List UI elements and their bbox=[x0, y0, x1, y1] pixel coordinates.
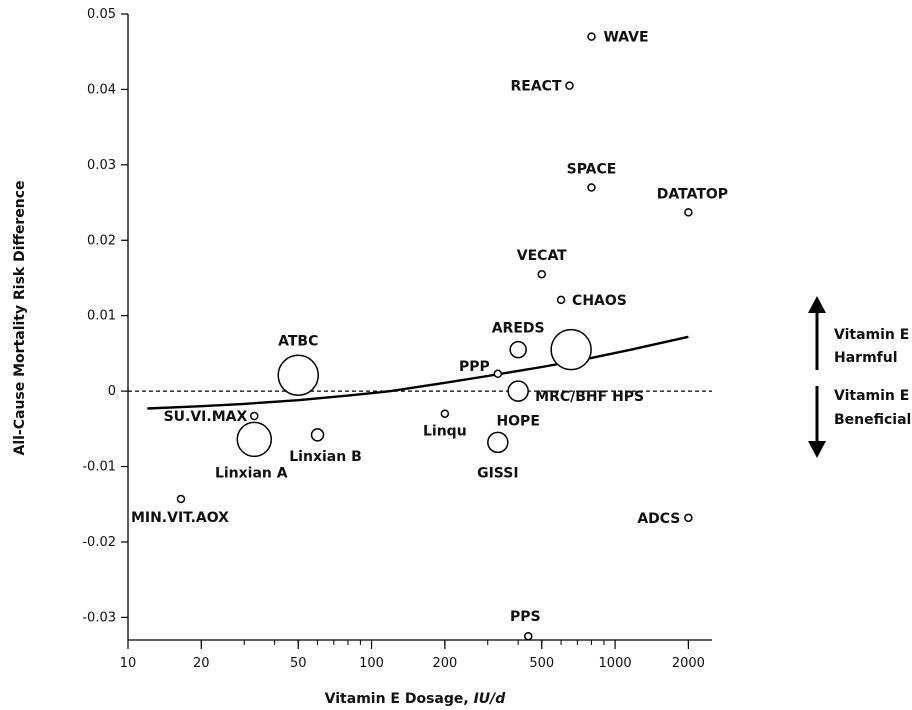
point-label: ATBC bbox=[278, 333, 318, 349]
point-label: REACT bbox=[511, 79, 562, 95]
data-point bbox=[537, 269, 547, 279]
point-label: DATATOP bbox=[657, 186, 728, 202]
x-axis-title: Vitamin E Dosage, IU/d bbox=[325, 691, 507, 707]
y-tick-label: 0.04 bbox=[87, 82, 116, 97]
y-tick-label: 0.03 bbox=[87, 158, 116, 173]
x-axis-title-unit: IU/d bbox=[474, 691, 507, 707]
points-layer bbox=[176, 32, 693, 641]
point-label: Linxian B bbox=[289, 449, 361, 465]
data-point bbox=[487, 431, 509, 454]
x-tick-label: 20 bbox=[193, 656, 210, 671]
point-label: HOPE bbox=[496, 414, 539, 430]
data-point bbox=[507, 380, 529, 402]
x-tick-label: 10 bbox=[120, 656, 137, 671]
point-label: CHAOS bbox=[572, 293, 627, 309]
data-point bbox=[440, 409, 450, 418]
axes: 0.05 0.04 0.03 0.02 0.01 0 -0.01 -0.02 -0.03 10 20… bbox=[82, 7, 712, 671]
trend-line bbox=[147, 335, 689, 410]
annotation-harmful-line2: Harmful bbox=[834, 350, 898, 366]
arrow-up-icon bbox=[808, 296, 826, 313]
point-label: Linqu bbox=[423, 424, 467, 440]
data-point bbox=[556, 295, 566, 305]
annotation-beneficial-line1: Vitamin E bbox=[834, 388, 909, 404]
point-label: PPS bbox=[510, 609, 541, 625]
arrow-down-icon bbox=[808, 441, 826, 458]
x-tick-label: 200 bbox=[432, 656, 457, 671]
point-label: MRC/BHF HPS bbox=[535, 389, 644, 405]
x-tick-label: 2000 bbox=[672, 656, 705, 671]
y-tick-label: -0.03 bbox=[82, 610, 116, 625]
trend-layer bbox=[147, 335, 689, 410]
y-tick-label: 0.02 bbox=[87, 233, 116, 248]
data-point bbox=[250, 411, 259, 421]
point-label: AREDS bbox=[492, 321, 545, 337]
y-tick-label: 0 bbox=[108, 384, 116, 399]
y-tick-label: 0.05 bbox=[87, 7, 116, 22]
data-point bbox=[277, 354, 319, 397]
y-axis-title: All-Cause Mortality Risk Difference bbox=[12, 180, 28, 455]
data-point bbox=[509, 340, 527, 359]
point-label: GISSI bbox=[477, 465, 518, 481]
x-tick-label: 100 bbox=[359, 656, 384, 671]
point-label: SU.VI.MAX bbox=[164, 409, 248, 425]
point-label: PPP bbox=[459, 359, 490, 375]
data-point bbox=[524, 631, 533, 641]
point-label: Linxian A bbox=[215, 465, 288, 481]
annotation-harmful-line1: Vitamin E bbox=[834, 327, 909, 343]
point-label: SPACE bbox=[567, 161, 617, 177]
data-point bbox=[493, 369, 503, 379]
point-label: MIN.VIT.AOX bbox=[131, 510, 229, 526]
data-point bbox=[236, 421, 273, 458]
y-tick-label: -0.01 bbox=[82, 460, 116, 475]
labels-layer: WAVE REACT SPACE DATATOP VECAT CHAOS AREDS ATBC… bbox=[131, 30, 728, 626]
x-tick-label: 1000 bbox=[599, 656, 632, 671]
annotation-beneficial-line2: Beneficial bbox=[834, 412, 911, 428]
point-label: VECAT bbox=[517, 248, 567, 264]
annotation-beneficial: Vitamin E Beneficial bbox=[808, 386, 911, 458]
data-point bbox=[684, 208, 693, 217]
data-point bbox=[565, 81, 574, 90]
x-tick-label: 50 bbox=[290, 656, 307, 671]
data-point bbox=[176, 494, 186, 504]
annotation-harmful: Vitamin E Harmful bbox=[808, 296, 909, 370]
point-label: ADCS bbox=[637, 511, 680, 527]
data-point bbox=[587, 183, 596, 192]
data-point bbox=[550, 328, 592, 371]
x-tick-label: 500 bbox=[529, 656, 554, 671]
x-axis-title-text: Vitamin E Dosage, bbox=[325, 691, 474, 707]
point-label: WAVE bbox=[603, 30, 648, 46]
y-tick-label: -0.02 bbox=[82, 535, 116, 550]
data-point bbox=[684, 513, 693, 523]
data-point bbox=[310, 428, 325, 442]
data-point bbox=[587, 32, 596, 41]
y-tick-label: 0.01 bbox=[87, 309, 116, 324]
